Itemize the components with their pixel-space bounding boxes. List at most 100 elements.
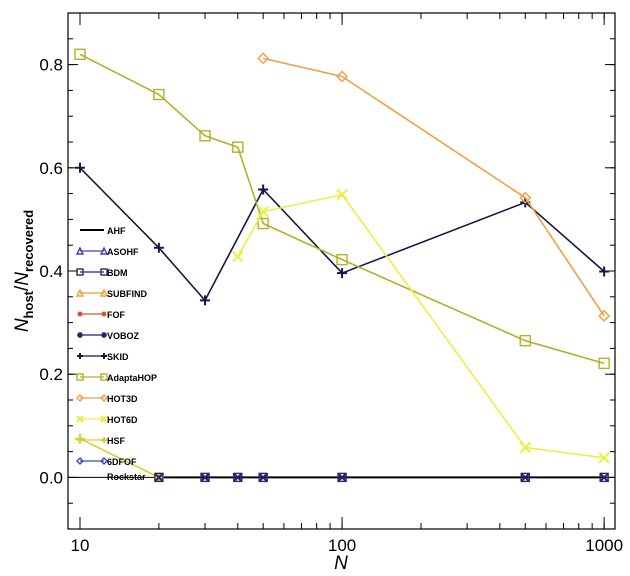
data-point	[76, 394, 84, 402]
data-point	[233, 472, 243, 483]
data-point	[77, 311, 83, 317]
data-point	[100, 415, 108, 423]
data-point	[337, 472, 347, 483]
series-line	[79, 167, 605, 302]
data-point	[258, 472, 268, 483]
data-point	[519, 191, 532, 204]
data-point	[199, 130, 211, 142]
data-point	[76, 268, 84, 276]
data-point	[100, 457, 108, 465]
data-point	[336, 253, 348, 266]
data-point	[258, 472, 268, 483]
svg-text:Nhost/Nrecovered: Nhost/Nrecovered	[12, 210, 36, 332]
y-tick-label: 0.4	[39, 262, 63, 281]
data-point	[336, 188, 348, 201]
data-point	[77, 353, 83, 359]
series-layer	[74, 48, 611, 483]
data-point	[75, 246, 85, 255]
legend-label: HSF	[107, 436, 126, 446]
y-tick-label: 0.6	[39, 159, 63, 178]
data-point	[101, 332, 107, 338]
data-point	[599, 472, 609, 483]
data-point	[520, 472, 530, 483]
data-point	[154, 472, 164, 483]
data-point	[77, 332, 83, 338]
data-point	[77, 437, 83, 443]
legend-label: SUBFIND	[107, 289, 147, 299]
data-point	[74, 48, 86, 60]
legend-label: HOT6D	[107, 415, 138, 425]
data-point	[76, 373, 84, 381]
legend-item: HSF	[77, 436, 126, 446]
data-point	[74, 162, 85, 173]
series-hot6d	[232, 188, 610, 464]
series-line	[263, 57, 605, 317]
data-point	[337, 472, 347, 483]
data-point	[599, 472, 609, 483]
data-point	[337, 268, 348, 279]
legend-item: Rockstar	[107, 472, 146, 482]
y-axis-label: Nhost/Nrecovered	[12, 210, 36, 332]
data-point	[200, 472, 210, 483]
data-point	[257, 205, 269, 218]
legend-label: BDM	[107, 268, 128, 278]
data-point	[519, 334, 531, 347]
series-skid	[74, 162, 610, 306]
x-tick-label: 100	[328, 536, 356, 555]
data-point	[154, 472, 164, 483]
y-label-main: N	[12, 318, 33, 332]
data-point	[99, 288, 109, 297]
data-point	[200, 472, 210, 483]
data-point	[100, 268, 108, 276]
legend-item: AHF	[80, 226, 126, 236]
x-tick-label: 10	[71, 536, 90, 555]
data-point	[153, 88, 165, 101]
y-label-main-2: N	[12, 272, 33, 286]
x-axis-label: N	[334, 553, 348, 574]
x-tick-label: 1000	[585, 536, 623, 555]
legend-item: SUBFIND	[75, 288, 147, 299]
data-point	[519, 441, 531, 454]
legend-label: AdaptaHOP	[107, 373, 157, 383]
legend-label: VOBOZ	[107, 331, 140, 341]
data-point	[599, 266, 610, 277]
data-point	[257, 217, 269, 230]
data-point	[232, 141, 244, 153]
y-tick-label: 0.8	[39, 56, 63, 75]
y-label-sub-recovered: recovered	[21, 210, 36, 272]
legend-label: AHF	[107, 226, 126, 236]
data-point	[598, 357, 610, 370]
data-point	[101, 437, 107, 443]
series-line	[79, 53, 605, 365]
data-point	[598, 309, 611, 322]
legend-item: VOBOZ	[77, 331, 140, 341]
data-point	[76, 457, 84, 465]
axis-ticks: 0.0 0.2 0.4 0.6 0.8 10 100 1000	[39, 12, 623, 555]
y-tick-label: 0.2	[39, 365, 63, 384]
data-point	[101, 353, 107, 359]
legend-item: FOF	[77, 310, 125, 320]
data-point	[336, 70, 349, 83]
legend-item: AdaptaHOP	[76, 373, 157, 383]
data-point	[153, 242, 164, 253]
y-label-sep: /	[12, 285, 33, 291]
y-label-sub-host: host	[21, 290, 36, 318]
legend-label: HOT3D	[107, 394, 138, 404]
y-tick-label: 0.0	[39, 468, 63, 487]
data-point	[76, 415, 84, 423]
data-point	[257, 52, 270, 65]
legend: AHF ASOHF BDM SUBFIND FOF VOBOZ SKID AdaptaHOP H…	[75, 226, 157, 482]
series-hot3d	[257, 52, 611, 322]
data-point	[520, 472, 530, 483]
legend-item: 6DFOF	[76, 457, 137, 467]
zero-markers	[154, 472, 609, 483]
data-point	[100, 394, 108, 402]
legend-item: HOT6D	[76, 415, 138, 425]
legend-item: HOT3D	[76, 394, 138, 404]
data-point	[75, 288, 85, 297]
legend-item: BDM	[76, 268, 128, 278]
data-point	[232, 250, 244, 263]
data-point	[100, 373, 108, 381]
legend-label: FOF	[107, 310, 125, 320]
